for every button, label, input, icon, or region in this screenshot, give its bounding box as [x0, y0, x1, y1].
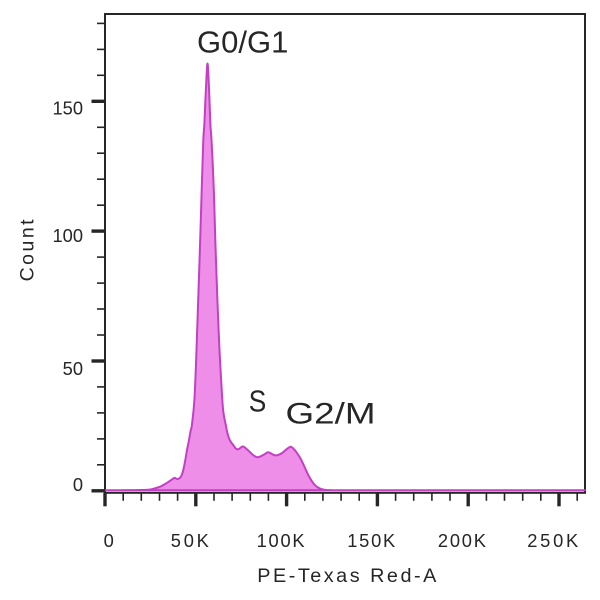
svg-text:150K: 150K — [347, 530, 395, 551]
svg-text:100K: 100K — [257, 530, 305, 551]
svg-text:200K: 200K — [438, 530, 486, 551]
svg-text:100: 100 — [52, 225, 83, 246]
svg-text:0: 0 — [73, 474, 83, 495]
svg-text:0: 0 — [104, 530, 114, 551]
svg-text:Count: Count — [17, 219, 39, 282]
svg-text:S: S — [249, 385, 266, 419]
svg-text:50: 50 — [63, 358, 83, 379]
svg-text:PE-Texas Red-A: PE-Texas Red-A — [257, 565, 437, 587]
svg-text:250K: 250K — [527, 530, 578, 551]
svg-text:G0/G1: G0/G1 — [197, 25, 288, 60]
svg-text:G2/M: G2/M — [286, 398, 376, 431]
svg-text:150: 150 — [52, 98, 83, 119]
svg-text:50K: 50K — [171, 530, 209, 551]
